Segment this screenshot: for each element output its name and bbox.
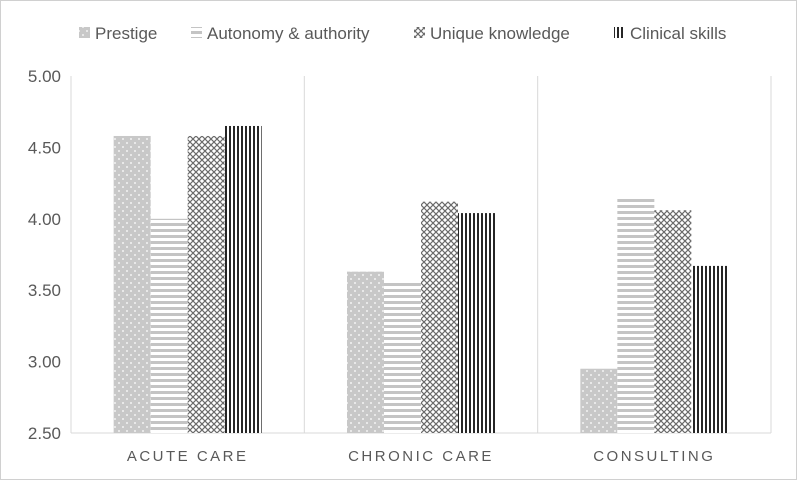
bar-clinical-skills-acute-care (224, 125, 262, 433)
bar-prestige-acute-care (113, 135, 151, 433)
category-label-chronic-care: CHRONIC CARE (348, 448, 494, 465)
category-label-acute-care: ACUTE CARE (127, 448, 249, 465)
legend: Prestige Autonomy & authority Unique knowl… (79, 24, 726, 43)
legend-label-unique-knowledge: Unique knowledge (430, 24, 570, 43)
x-axis: ACUTE CARE CHRONIC CARE CONSULTING (127, 448, 715, 465)
y-tick-label: 3.00 (28, 353, 61, 372)
bar-unique-knowledge-chronic-care (421, 201, 458, 433)
bar-autonomy-and-authority-consulting (617, 197, 655, 433)
category-label-consulting: CONSULTING (593, 448, 715, 465)
bar-clinical-skills-consulting (691, 265, 729, 433)
legend-label-prestige: Prestige (95, 24, 157, 43)
bar-prestige-chronic-care (347, 271, 384, 433)
y-tick-label: 3.50 (28, 281, 61, 300)
legend-swatch-autonomy-and-authority (191, 27, 202, 38)
y-tick-label: 4.00 (28, 210, 61, 229)
y-axis: 2.50 3.00 3.50 4.00 4.50 5.00 (28, 67, 61, 443)
bar-clinical-skills-chronic-care (458, 213, 495, 433)
y-tick-label: 5.00 (28, 67, 61, 86)
legend-label-autonomy-and-authority: Autonomy & authority (207, 24, 370, 43)
bar-autonomy-and-authority-acute-care (150, 218, 188, 433)
bar-prestige-consulting (580, 368, 618, 433)
legend-swatch-prestige (79, 27, 90, 38)
legend-label-clinical-skills: Clinical skills (630, 24, 726, 43)
bar-unique-knowledge-acute-care (187, 135, 225, 433)
bar-unique-knowledge-consulting (654, 210, 692, 433)
y-tick-label: 4.50 (28, 138, 61, 157)
y-tick-label: 2.50 (28, 424, 61, 443)
bar-autonomy-and-authority-chronic-care (384, 281, 421, 433)
legend-swatch-clinical-skills (614, 27, 625, 38)
bars (113, 125, 729, 433)
legend-swatch-unique-knowledge (414, 27, 425, 38)
